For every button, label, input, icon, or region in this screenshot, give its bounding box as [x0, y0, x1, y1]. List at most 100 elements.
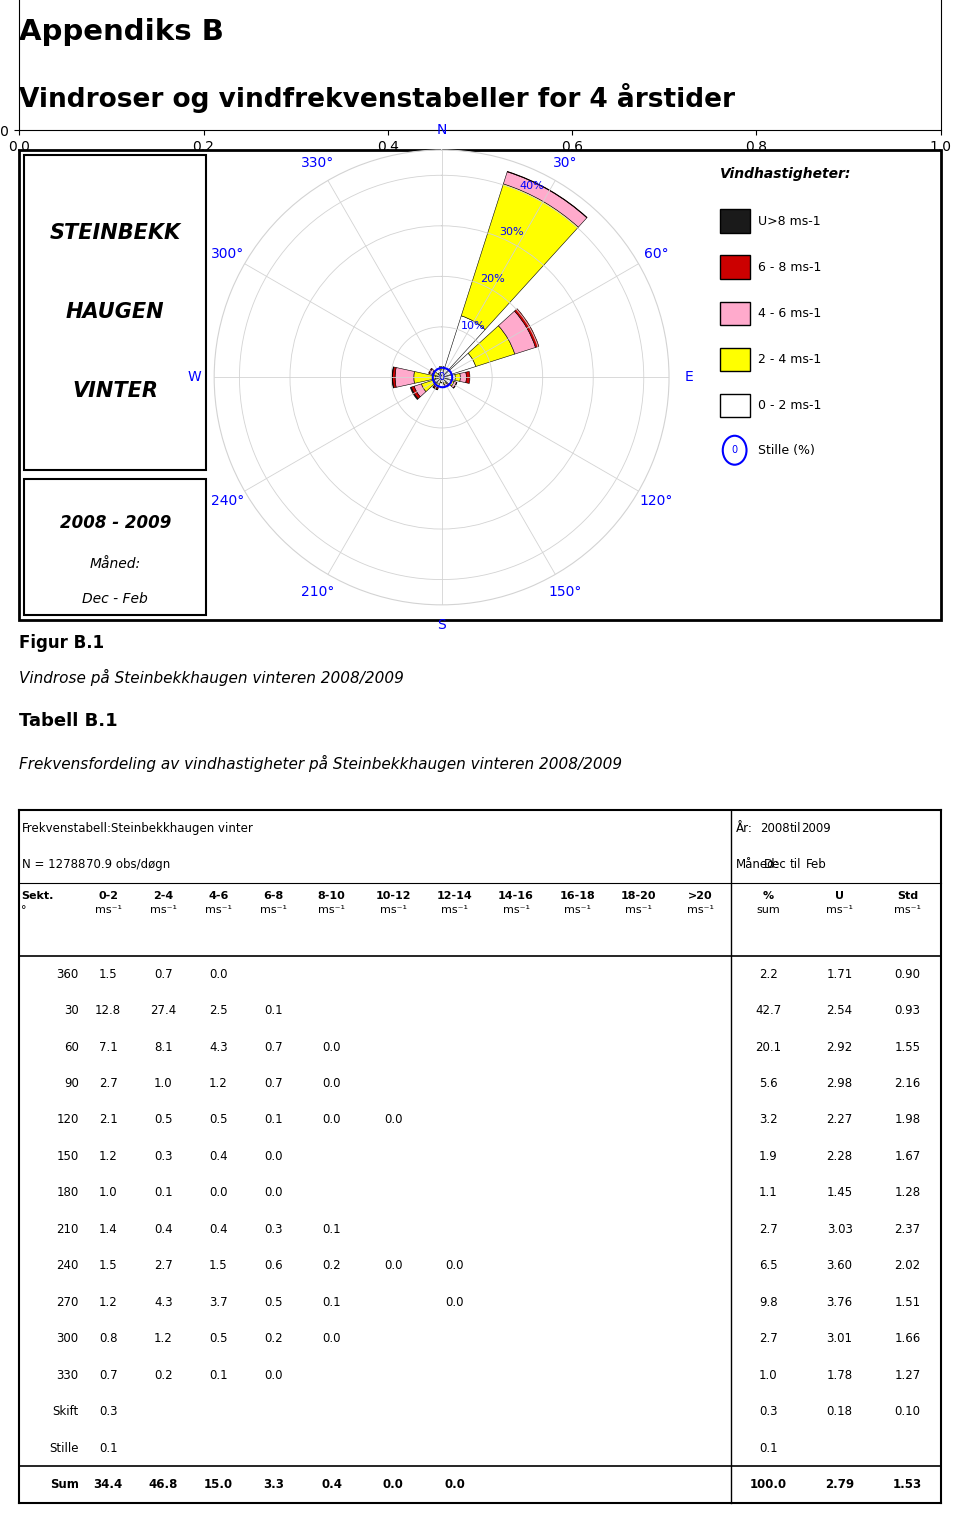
Text: 0.0: 0.0 [384, 1114, 402, 1127]
Text: 210: 210 [57, 1223, 79, 1236]
Bar [436, 383, 440, 386]
Text: 1.2: 1.2 [154, 1332, 173, 1345]
Text: 2.5: 2.5 [209, 1004, 228, 1017]
Text: 0.0: 0.0 [209, 968, 228, 980]
Text: 2008 - 2009: 2008 - 2009 [60, 514, 171, 532]
Text: 0 - 2 ms-1: 0 - 2 ms-1 [758, 398, 822, 412]
Text: ms⁻¹: ms⁻¹ [379, 906, 407, 915]
Text: Feb: Feb [805, 857, 827, 871]
Text: 1.45: 1.45 [827, 1186, 852, 1200]
Text: 0.5: 0.5 [154, 1114, 173, 1127]
Text: 60: 60 [64, 1041, 79, 1053]
Text: °: ° [21, 906, 27, 915]
Text: 2.28: 2.28 [827, 1150, 852, 1164]
Text: 12-14: 12-14 [437, 891, 472, 901]
Text: 2.16: 2.16 [895, 1077, 921, 1089]
Bar [455, 373, 460, 382]
Text: Skift: Skift [53, 1406, 79, 1418]
Text: Dec: Dec [764, 857, 786, 871]
Text: 0.3: 0.3 [99, 1406, 117, 1418]
Text: 180: 180 [57, 1186, 79, 1200]
Bar [468, 326, 515, 367]
Bar [410, 388, 418, 400]
Bar [434, 377, 442, 382]
Text: ms⁻¹: ms⁻¹ [625, 906, 653, 915]
Text: Måned:: Måned: [89, 556, 141, 571]
Text: 9.8: 9.8 [758, 1295, 778, 1309]
Text: 30: 30 [64, 1004, 79, 1017]
Text: 2.37: 2.37 [895, 1223, 921, 1236]
Text: til: til [790, 821, 802, 835]
Bar [436, 376, 442, 379]
Text: 0.5: 0.5 [209, 1114, 228, 1127]
Text: 1.67: 1.67 [895, 1150, 921, 1164]
Text: 90: 90 [64, 1077, 79, 1089]
Text: 2.7: 2.7 [758, 1223, 778, 1236]
Text: >20: >20 [688, 891, 712, 901]
Text: 18-20: 18-20 [621, 891, 657, 901]
Text: 16-18: 16-18 [560, 891, 595, 901]
Bar [432, 371, 439, 376]
Text: 1.2: 1.2 [209, 1077, 228, 1089]
Text: VINTER: VINTER [72, 380, 158, 401]
Bar [720, 347, 750, 371]
Text: 0.0: 0.0 [323, 1077, 341, 1089]
Text: 0.0: 0.0 [444, 1479, 465, 1491]
Text: ms⁻¹: ms⁻¹ [260, 906, 287, 915]
Text: 1.27: 1.27 [895, 1368, 921, 1382]
Text: ms⁻¹: ms⁻¹ [502, 906, 530, 915]
Text: 2.2: 2.2 [758, 968, 778, 980]
Text: 0.0: 0.0 [264, 1368, 282, 1382]
Text: 27.4: 27.4 [150, 1004, 177, 1017]
Bar [411, 386, 420, 398]
Text: 70.9 obs/døgn: 70.9 obs/døgn [85, 857, 170, 871]
Text: 120: 120 [57, 1114, 79, 1127]
Text: 1.0: 1.0 [758, 1368, 778, 1382]
Text: 0-2: 0-2 [98, 891, 118, 901]
Text: 300: 300 [57, 1332, 79, 1345]
Text: Vindhastigheter:: Vindhastigheter: [720, 167, 851, 182]
Text: Stille: Stille [49, 1442, 79, 1454]
Text: 0.0: 0.0 [264, 1186, 282, 1200]
Text: Måned:: Måned: [735, 857, 780, 871]
Text: 0.93: 0.93 [895, 1004, 921, 1017]
Text: 0.4: 0.4 [154, 1223, 173, 1236]
Text: 4 - 6 ms-1: 4 - 6 ms-1 [758, 308, 822, 320]
Text: %: % [762, 891, 774, 901]
Text: Vindroser og vindfrekvenstabeller for 4 årstider: Vindroser og vindfrekvenstabeller for 4 … [19, 82, 735, 112]
Bar [440, 367, 444, 370]
Text: Stille (%): Stille (%) [758, 444, 815, 456]
Text: 1.51: 1.51 [895, 1295, 921, 1309]
Text: 0.1: 0.1 [264, 1114, 283, 1127]
Text: Vindrose på Steinbekkhaugen vinteren 2008/2009: Vindrose på Steinbekkhaugen vinteren 200… [19, 668, 404, 685]
Text: STEINBEKK: STEINBEKK [50, 223, 180, 244]
Text: 1.9: 1.9 [758, 1150, 778, 1164]
Text: 270: 270 [57, 1295, 79, 1309]
Text: 12.8: 12.8 [95, 1004, 121, 1017]
Text: 0.0: 0.0 [323, 1114, 341, 1127]
Text: 0.1: 0.1 [209, 1368, 228, 1382]
Text: U: U [835, 891, 844, 901]
Text: 3.60: 3.60 [827, 1259, 852, 1273]
Bar [439, 373, 441, 374]
Bar [442, 374, 455, 380]
Text: 360: 360 [57, 968, 79, 980]
Text: 0.1: 0.1 [154, 1186, 173, 1200]
Text: 6-8: 6-8 [263, 891, 283, 901]
Text: 15.0: 15.0 [204, 1479, 233, 1491]
Text: 2.1: 2.1 [99, 1114, 117, 1127]
Bar [429, 370, 434, 374]
Text: 0.0: 0.0 [384, 1259, 402, 1273]
Text: 3.03: 3.03 [827, 1223, 852, 1236]
Text: 150: 150 [57, 1150, 79, 1164]
Text: 4.3: 4.3 [209, 1041, 228, 1053]
Text: ms⁻¹: ms⁻¹ [204, 906, 232, 915]
Text: 0.2: 0.2 [323, 1259, 341, 1273]
Bar [414, 371, 436, 383]
Text: 42.7: 42.7 [755, 1004, 781, 1017]
Text: 4.3: 4.3 [154, 1295, 173, 1309]
Text: 1.0: 1.0 [99, 1186, 117, 1200]
Bar [449, 380, 454, 386]
Text: 3.2: 3.2 [758, 1114, 778, 1127]
Bar [442, 377, 445, 383]
